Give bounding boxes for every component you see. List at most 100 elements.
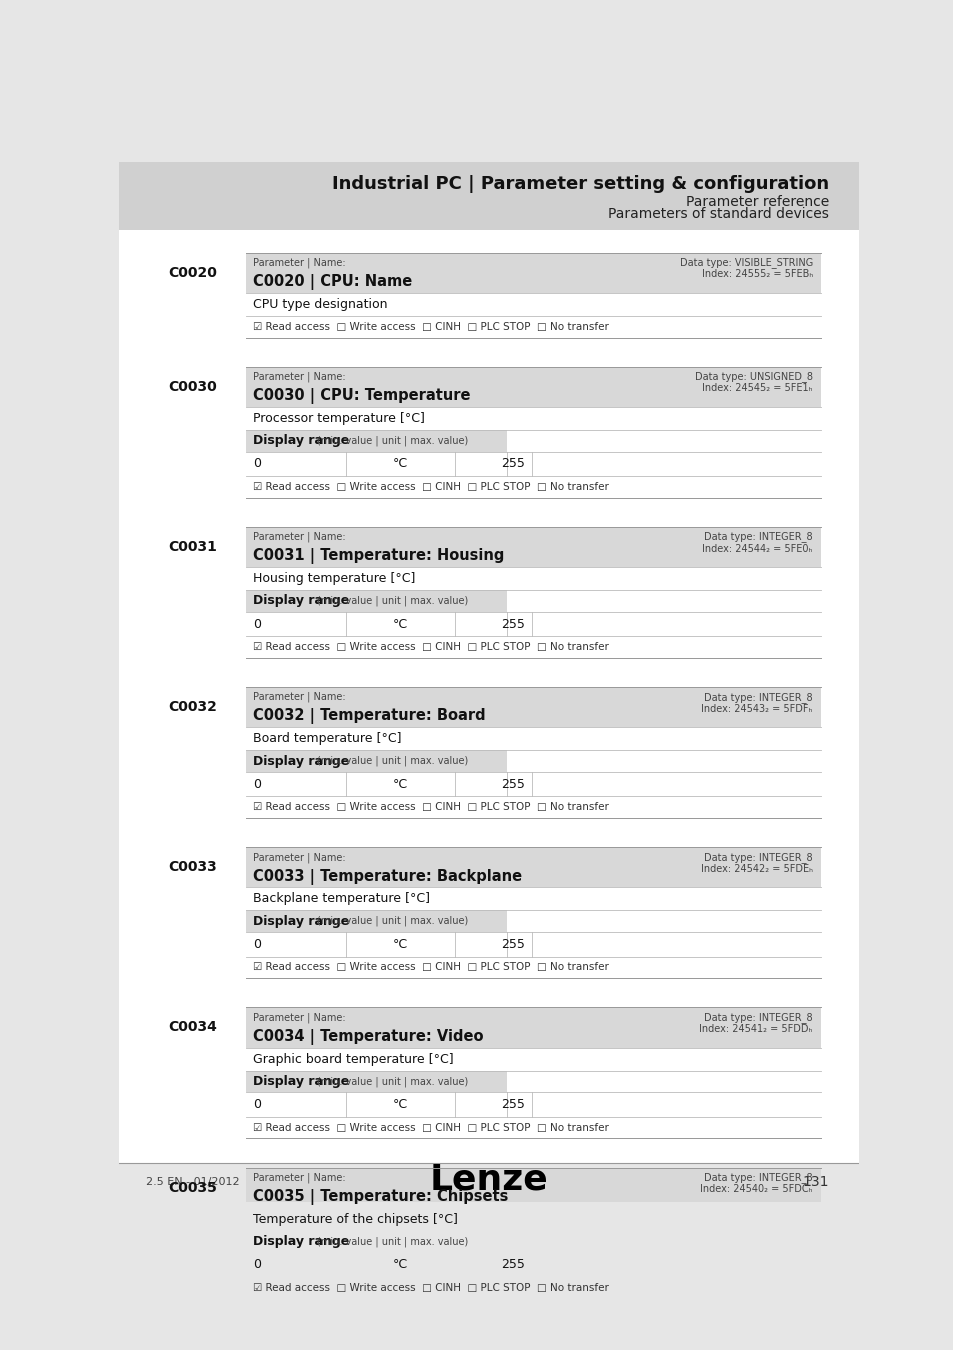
Text: C0034: C0034	[168, 1021, 216, 1034]
Text: Display range: Display range	[253, 435, 349, 447]
Text: C0035: C0035	[168, 1181, 216, 1195]
Text: 0: 0	[253, 458, 261, 470]
Text: C0020: C0020	[168, 266, 216, 279]
Bar	[245, 1277, 820, 1299]
Text: Board temperature [°C]: Board temperature [°C]	[253, 732, 401, 745]
Text: °C: °C	[393, 458, 408, 470]
Text: Industrial PC | Parameter setting & configuration: Industrial PC | Parameter setting & conf…	[332, 174, 828, 193]
Text: Data type: INTEGER_8: Data type: INTEGER_8	[703, 691, 812, 702]
Text: Data type: INTEGER_8: Data type: INTEGER_8	[703, 1172, 812, 1183]
Text: C0033 | Temperature: Backplane: C0033 | Temperature: Backplane	[253, 868, 522, 884]
Text: Parameter | Name:: Parameter | Name:	[253, 693, 346, 702]
Bar	[245, 1007, 820, 1048]
Text: Index: 24544₂ = 5FE0ₕ: Index: 24544₂ = 5FE0ₕ	[701, 544, 812, 554]
Text: Parameter reference: Parameter reference	[685, 194, 828, 209]
Text: Housing temperature [°C]: Housing temperature [°C]	[253, 572, 416, 585]
Text: C0035 | Temperature: Chipsets: C0035 | Temperature: Chipsets	[253, 1189, 508, 1206]
Text: Display range: Display range	[253, 1235, 349, 1247]
Text: Data type: INTEGER_8: Data type: INTEGER_8	[703, 1012, 812, 1023]
Bar	[245, 751, 506, 772]
Text: Display range: Display range	[253, 755, 349, 768]
Bar	[245, 1092, 820, 1116]
Text: Parameter | Name:: Parameter | Name:	[253, 852, 346, 863]
Bar	[506, 1231, 820, 1253]
Text: Parameters of standard devices: Parameters of standard devices	[608, 208, 828, 221]
Text: C0030: C0030	[168, 379, 216, 394]
Text: Index: 24545₂ = 5FE1ₕ: Index: 24545₂ = 5FE1ₕ	[701, 383, 812, 393]
Bar	[245, 316, 820, 338]
Bar	[245, 526, 820, 567]
Bar	[245, 293, 820, 316]
Text: Data type: VISIBLE_STRING: Data type: VISIBLE_STRING	[679, 258, 812, 269]
Text: Backplane temperature [°C]: Backplane temperature [°C]	[253, 892, 430, 906]
Bar	[245, 477, 820, 498]
Text: Index: 24540₂ = 5FDCₕ: Index: 24540₂ = 5FDCₕ	[700, 1184, 812, 1195]
Text: (min. value | unit | max. value): (min. value | unit | max. value)	[316, 436, 468, 446]
Text: 0: 0	[253, 778, 261, 791]
Bar	[245, 1071, 506, 1092]
Text: Processor temperature [°C]: Processor temperature [°C]	[253, 412, 425, 425]
Bar	[506, 910, 820, 932]
Bar	[245, 451, 820, 477]
Text: C0031 | Temperature: Housing: C0031 | Temperature: Housing	[253, 548, 504, 564]
Text: °C: °C	[393, 778, 408, 791]
Text: 0: 0	[253, 617, 261, 630]
Text: Index: 24555₂ = 5FEBₕ: Index: 24555₂ = 5FEBₕ	[700, 270, 812, 279]
Bar	[245, 910, 506, 932]
Text: ☑ Read access  □ Write access  □ CINH  □ PLC STOP  □ No transfer: ☑ Read access □ Write access □ CINH □ PL…	[253, 482, 609, 491]
Text: 131: 131	[801, 1176, 828, 1189]
Bar	[506, 590, 820, 612]
Text: CPU type designation: CPU type designation	[253, 298, 388, 311]
Text: 255: 255	[500, 778, 524, 791]
Text: Data type: INTEGER_8: Data type: INTEGER_8	[703, 852, 812, 863]
Bar	[245, 1253, 820, 1277]
Bar	[245, 957, 820, 979]
Bar	[245, 567, 820, 590]
Text: Parameter | Name:: Parameter | Name:	[253, 258, 346, 269]
Text: Display range: Display range	[253, 915, 349, 927]
Text: C0031: C0031	[168, 540, 216, 553]
Text: 255: 255	[500, 938, 524, 950]
Text: °C: °C	[393, 1258, 408, 1272]
Text: ☑ Read access  □ Write access  □ CINH  □ PLC STOP  □ No transfer: ☑ Read access □ Write access □ CINH □ PL…	[253, 643, 609, 652]
Text: (min. value | unit | max. value): (min. value | unit | max. value)	[316, 1076, 468, 1087]
Text: Lenze: Lenze	[429, 1162, 548, 1197]
Text: 2.5 EN - 01/2012: 2.5 EN - 01/2012	[146, 1177, 240, 1187]
Text: 255: 255	[500, 617, 524, 630]
Bar	[245, 728, 820, 751]
Text: C0034 | Temperature: Video: C0034 | Temperature: Video	[253, 1029, 483, 1045]
Text: Parameter | Name:: Parameter | Name:	[253, 532, 346, 543]
Bar	[245, 772, 820, 796]
Bar	[245, 1048, 820, 1071]
Text: ☑ Read access  □ Write access  □ CINH  □ PLC STOP  □ No transfer: ☑ Read access □ Write access □ CINH □ PL…	[253, 802, 609, 813]
Text: 255: 255	[500, 458, 524, 470]
Bar	[245, 687, 820, 728]
Bar	[506, 751, 820, 772]
Text: (min. value | unit | max. value): (min. value | unit | max. value)	[316, 595, 468, 606]
Text: Index: 24541₂ = 5FDDₕ: Index: 24541₂ = 5FDDₕ	[699, 1025, 812, 1034]
Bar	[245, 1116, 820, 1138]
Bar	[245, 796, 820, 818]
Text: ☑ Read access  □ Write access  □ CINH  □ PLC STOP  □ No transfer: ☑ Read access □ Write access □ CINH □ PL…	[253, 1282, 609, 1293]
Text: Display range: Display range	[253, 1075, 349, 1088]
Text: 255: 255	[500, 1258, 524, 1272]
Text: Parameter | Name:: Parameter | Name:	[253, 1012, 346, 1023]
Text: Display range: Display range	[253, 594, 349, 608]
Text: 0: 0	[253, 1098, 261, 1111]
Text: Temperature of the chipsets [°C]: Temperature of the chipsets [°C]	[253, 1212, 457, 1226]
Bar	[245, 590, 506, 612]
Text: Parameter | Name:: Parameter | Name:	[253, 1172, 346, 1183]
Text: °C: °C	[393, 1098, 408, 1111]
Text: C0032 | Temperature: Board: C0032 | Temperature: Board	[253, 709, 485, 725]
Bar	[119, 230, 858, 1162]
Text: (min. value | unit | max. value): (min. value | unit | max. value)	[316, 915, 468, 926]
Bar	[245, 1168, 820, 1208]
Text: Index: 24543₂ = 5FDFₕ: Index: 24543₂ = 5FDFₕ	[700, 703, 812, 714]
Bar	[245, 887, 820, 910]
Text: Graphic board temperature [°C]: Graphic board temperature [°C]	[253, 1053, 454, 1065]
Bar	[245, 406, 820, 429]
Bar	[245, 636, 820, 657]
Bar	[506, 429, 820, 451]
Text: Data type: UNSIGNED_8: Data type: UNSIGNED_8	[694, 371, 812, 382]
Text: C0030 | CPU: Temperature: C0030 | CPU: Temperature	[253, 387, 471, 404]
